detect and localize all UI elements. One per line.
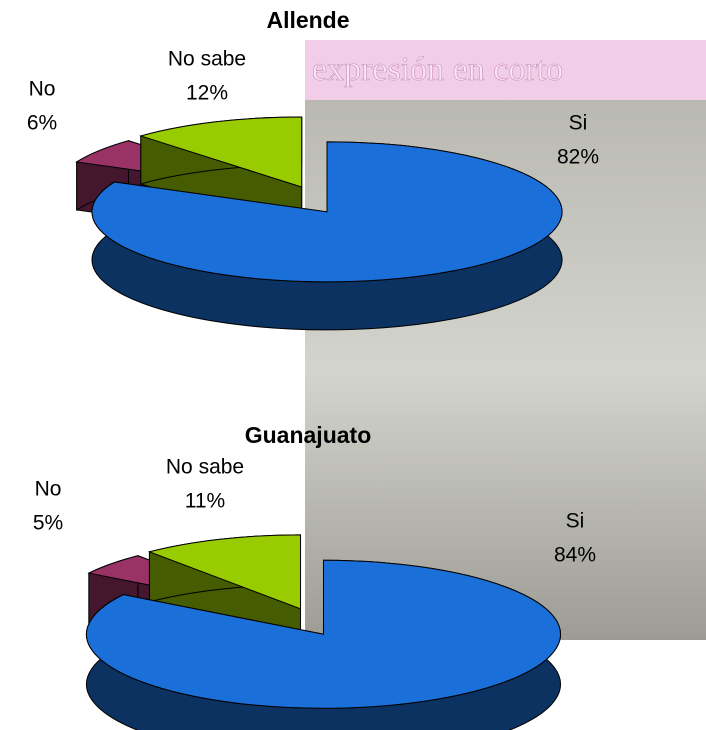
slice-label: Si — [566, 510, 585, 533]
slice — [139, 116, 303, 188]
slice — [91, 141, 563, 283]
slice-label: No sabe — [168, 48, 246, 71]
slice-label: Si — [569, 112, 588, 135]
slice-value-label: 12% — [186, 82, 228, 105]
slice — [86, 559, 561, 709]
slice-value-label: 5% — [33, 512, 63, 535]
background-banner — [305, 40, 706, 100]
watermark: expresión en corto — [312, 51, 563, 88]
slice-label: No — [29, 78, 56, 101]
slice-value-label: 84% — [554, 544, 596, 567]
slice-label: No — [35, 478, 62, 501]
slice-value-label: 6% — [27, 112, 57, 135]
chart-title: Allende — [266, 7, 349, 33]
slice-value-label: 11% — [185, 490, 225, 513]
slice-value-label: 82% — [557, 146, 599, 169]
slice — [147, 534, 302, 610]
slice-label: No sabe — [166, 456, 244, 479]
chart-title: Guanajuato — [245, 422, 372, 448]
